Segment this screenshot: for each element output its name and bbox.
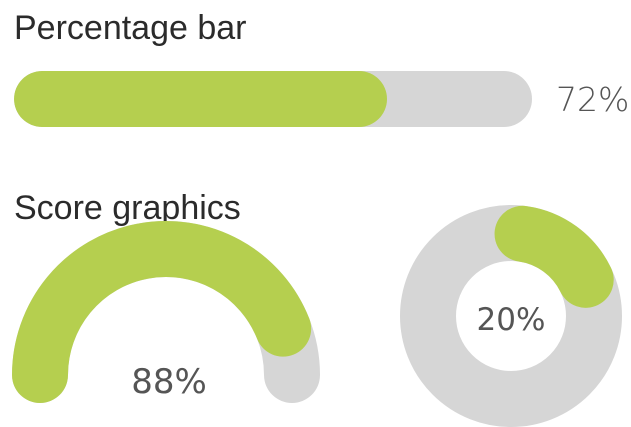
percentage-bar-fill: [14, 71, 387, 127]
semicircle-gauge-fill: [12, 221, 312, 403]
donut-gauge-fill: [494, 205, 614, 308]
percentage-bar-track: [14, 71, 532, 127]
donut-gauge-value: 20%: [477, 302, 546, 338]
semicircle-gauge: 88%: [12, 221, 320, 403]
semicircle-gauge-value: 88%: [131, 362, 207, 402]
score-graphics-heading: Score graphics: [14, 189, 241, 227]
donut-gauge: 20%: [400, 205, 622, 427]
percentage-bar-value: 72%: [556, 80, 630, 119]
percentage-bar-heading: Percentage bar: [14, 9, 247, 47]
